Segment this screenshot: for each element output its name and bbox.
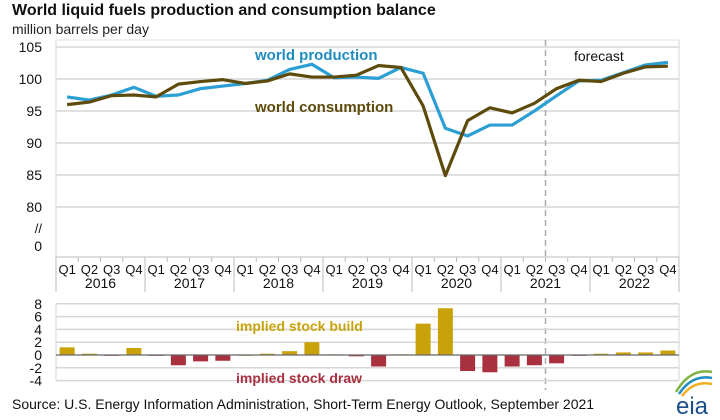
- x-tick-label: Q1: [592, 262, 609, 277]
- x-tick-label: Q2: [81, 262, 98, 277]
- chart-subtitle: million barrels per day: [12, 21, 149, 37]
- x-tick-label: Q3: [192, 262, 209, 277]
- x-tick-label: Q3: [459, 262, 476, 277]
- series-label-production: world production: [254, 47, 377, 64]
- bar-draw: [170, 355, 186, 366]
- x-tick-label: Q1: [236, 262, 253, 277]
- x-tick-label: Q1: [58, 262, 75, 277]
- y-tick-label: 0: [34, 347, 42, 363]
- y-tick-label: 2: [34, 334, 42, 350]
- year-label: 2022: [619, 275, 650, 291]
- x-tick-label: Q4: [659, 262, 676, 277]
- build-label: implied stock build: [236, 318, 363, 334]
- y-tick-label: 8: [34, 296, 42, 312]
- bar-draw: [348, 355, 364, 357]
- year-label: 2020: [441, 275, 472, 291]
- x-tick-label: Q4: [214, 262, 231, 277]
- x-tick-label: Q4: [303, 262, 320, 277]
- x-tick-label: Q4: [570, 262, 587, 277]
- year-label: 2018: [263, 275, 294, 291]
- bar-draw: [215, 355, 231, 361]
- x-tick-label: Q2: [526, 262, 543, 277]
- x-tick-label: Q3: [281, 262, 298, 277]
- bar-draw: [371, 355, 387, 367]
- bar-build: [593, 353, 609, 355]
- bar-build: [638, 352, 654, 355]
- bar-build: [282, 351, 298, 355]
- x-tick-label: Q1: [503, 262, 520, 277]
- x-tick-label: Q2: [259, 262, 276, 277]
- x-tick-label: Q3: [548, 262, 565, 277]
- series-label-consumption: world consumption: [254, 99, 393, 116]
- x-tick-label: Q4: [125, 262, 142, 277]
- x-tick-label: Q2: [615, 262, 632, 277]
- bar-draw: [526, 355, 542, 366]
- x-tick-label: Q1: [414, 262, 431, 277]
- year-label: 2019: [352, 275, 383, 291]
- y-tick-label: -4: [30, 373, 43, 389]
- bar-build: [259, 353, 275, 355]
- x-tick-label: Q4: [481, 262, 498, 277]
- source-note: Source: U.S. Energy Information Administ…: [12, 396, 595, 412]
- axis-break-label: //: [35, 221, 43, 236]
- bar-draw: [460, 355, 476, 371]
- bar-build: [81, 353, 97, 355]
- y-tick-label: 4: [34, 321, 42, 337]
- eia-logo-arc: [677, 376, 713, 395]
- y-tick-label: 90: [26, 135, 42, 151]
- eia-logo: eia: [676, 393, 709, 420]
- x-tick-label: Q3: [637, 262, 654, 277]
- bar-draw: [549, 355, 565, 364]
- y-tick-label: 6: [34, 309, 42, 325]
- bar-build: [437, 308, 453, 355]
- year-label: 2016: [85, 275, 116, 291]
- forecast-label: forecast: [574, 48, 624, 64]
- bar-build: [615, 352, 631, 355]
- bar-build: [415, 323, 431, 355]
- y-tick-label: 105: [19, 39, 43, 55]
- y-tick-label: -2: [30, 360, 43, 376]
- x-tick-label: Q2: [170, 262, 187, 277]
- series-line-consumption: [66, 63, 668, 178]
- bar-build: [304, 342, 320, 355]
- year-label: 2017: [174, 275, 205, 291]
- x-tick-label: Q3: [370, 262, 387, 277]
- bar-draw: [482, 355, 498, 373]
- y-tick-label: 95: [26, 103, 42, 119]
- bar-draw: [504, 355, 520, 367]
- chart-title: World liquid fuels production and consum…: [12, 2, 436, 19]
- x-tick-label: Q4: [392, 262, 409, 277]
- series-line-production: [66, 60, 669, 138]
- x-tick-label: Q2: [437, 262, 454, 277]
- x-tick-label: Q1: [147, 262, 164, 277]
- draw-label: implied stock draw: [236, 370, 362, 386]
- year-label: 2021: [530, 275, 561, 291]
- x-tick-label: Q3: [103, 262, 120, 277]
- y-tick-label: 100: [19, 71, 43, 87]
- x-tick-label: Q2: [348, 262, 365, 277]
- eia-logo-arc: [674, 370, 713, 393]
- y-tick-label: 80: [26, 199, 42, 215]
- bar-build: [126, 347, 142, 355]
- bar-draw: [193, 355, 209, 362]
- bar-build: [59, 347, 75, 355]
- bar-build: [660, 350, 676, 355]
- y-tick-label: 85: [26, 167, 42, 183]
- eia-logo-arc: [681, 382, 713, 397]
- x-tick-label: Q1: [325, 262, 342, 277]
- y-tick-label: 0: [34, 238, 42, 254]
